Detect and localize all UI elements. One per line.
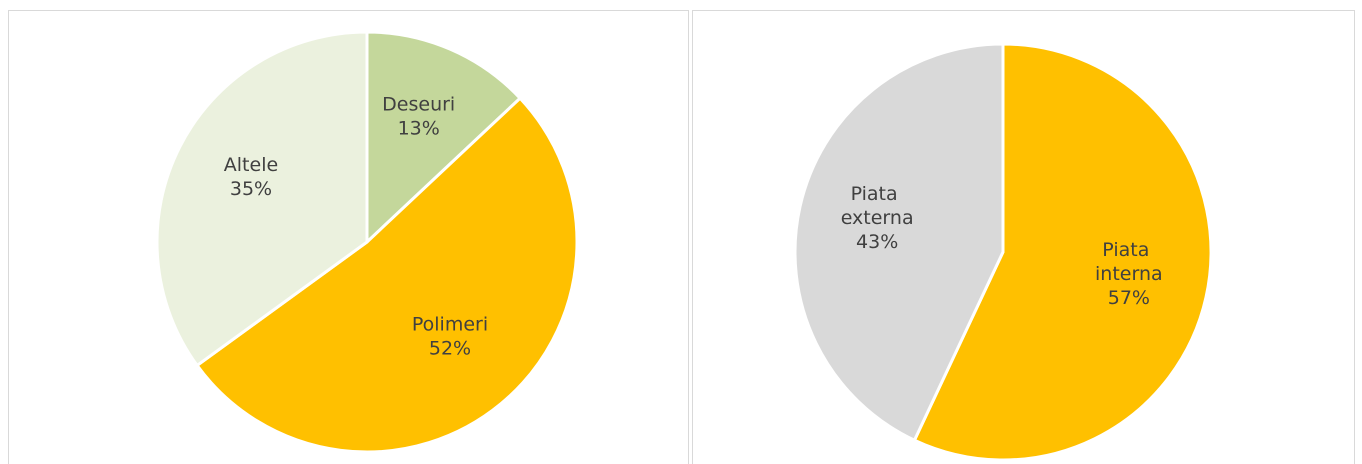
slice-category-label: Deseuri	[382, 94, 455, 116]
label-line: Polimeri	[412, 313, 488, 335]
slice-value-label: 13%	[398, 118, 440, 140]
label-line: Piata	[851, 183, 904, 205]
label-line: externa	[841, 207, 914, 229]
slice-category-label: Altele	[224, 154, 278, 176]
pie-slice	[365, 30, 523, 246]
slice-category-label: Piata interna	[1095, 239, 1163, 285]
label-line: interna	[1095, 263, 1163, 285]
slice-category-label: Polimeri	[412, 313, 488, 335]
panel-border	[8, 10, 689, 464]
slice-value-label: 43%	[856, 231, 898, 253]
pie-slice	[155, 30, 369, 368]
label-line: Deseuri	[382, 94, 455, 116]
pie-slice	[195, 96, 579, 454]
pie-slice	[912, 42, 1213, 462]
slice-value-label: 35%	[230, 178, 272, 200]
slice-value-label: 57%	[1108, 287, 1150, 309]
panel-border	[692, 10, 1355, 464]
pie-slice	[793, 42, 1005, 443]
label-line: Altele	[224, 154, 278, 176]
slice-value-label: 52%	[429, 337, 471, 359]
label-line: Piata	[1102, 239, 1155, 261]
slice-category-label: Piata externa	[841, 183, 914, 229]
